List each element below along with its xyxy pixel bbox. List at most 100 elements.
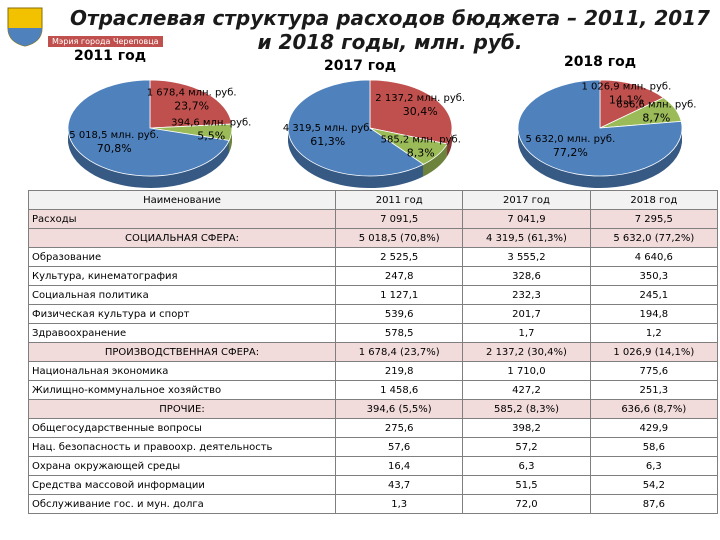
row-name: ПРОИЗВОДСТВЕННАЯ СФЕРА:	[28, 342, 336, 362]
value-cell: 1,7	[462, 323, 591, 343]
value-cell: 245,1	[589, 285, 719, 305]
row-name: Физическая культура и спорт	[28, 304, 336, 324]
value-cell: 328,6	[462, 266, 591, 286]
slice-percent: 14,1%	[609, 93, 644, 106]
slice-percent: 8,7%	[642, 112, 670, 125]
row-name: Средства массовой информации	[28, 475, 336, 495]
value-cell: 7 295,5	[589, 209, 719, 229]
row-name: Охрана окружающей среды	[28, 456, 336, 476]
value-cell: 72,0	[462, 494, 591, 514]
value-cell: 578,5	[334, 323, 464, 343]
slice-percent: 77,2%	[553, 146, 588, 159]
table-row: СОЦИАЛЬНАЯ СФЕРА: 5 018,5 (70,8%) 4 319,5 …	[28, 228, 719, 248]
table-header-row: Наименование 2011 год 2017 год 2018 год	[28, 190, 719, 210]
row-name: ПРОЧИЕ:	[28, 399, 336, 419]
header-cell: Наименование	[28, 190, 336, 210]
table-row: Национальная экономика 219,8 1 710,0 775,6	[28, 361, 719, 381]
value-cell: 427,2	[462, 380, 591, 400]
value-cell: 350,3	[589, 266, 719, 286]
pie-title: 2017 год	[324, 58, 396, 74]
slice-percent: 8,3%	[407, 146, 435, 159]
row-name: Образование	[28, 247, 336, 267]
row-name: Здравоохранение	[28, 323, 336, 343]
value-cell: 5 018,5 (70,8%)	[334, 228, 464, 248]
row-name: Общегосударственные вопросы	[28, 418, 336, 438]
slice-percent: 70,8%	[97, 142, 132, 155]
table-row: ПРОЧИЕ: 394,6 (5,5%) 585,2 (8,3%) 636,6 (8,…	[28, 399, 719, 419]
table-row: Нац. безопасность и правоохр. деятельнос…	[28, 437, 719, 457]
slice-amount: 4 319,5 млн. руб.	[283, 123, 373, 134]
value-cell: 247,8	[334, 266, 464, 286]
value-cell: 1 026,9 (14,1%)	[589, 342, 719, 362]
value-cell: 51,5	[462, 475, 591, 495]
header-cell: 2011 год	[334, 190, 464, 210]
table-row: Социальная политика 1 127,1 232,3 245,1	[28, 285, 719, 305]
value-cell: 43,7	[334, 475, 464, 495]
slice-amount: 1 026,9 млн. руб.	[581, 81, 671, 92]
row-name: Обслуживание гос. и мун. долга	[28, 494, 336, 514]
value-cell: 4 319,5 (61,3%)	[462, 228, 591, 248]
table-row: Физическая культура и спорт 539,6 201,7 194…	[28, 304, 719, 324]
value-cell: 16,4	[334, 456, 464, 476]
pie-title: 2018 год	[564, 54, 636, 70]
value-cell: 251,3	[589, 380, 719, 400]
value-cell: 194,8	[589, 304, 719, 324]
slice-amount: 585,2 млн. руб.	[381, 134, 461, 145]
value-cell: 539,6	[334, 304, 464, 324]
logo-text: Мэрия города Череповца	[48, 36, 163, 47]
value-cell: 87,6	[589, 494, 719, 514]
slice-percent: 5,5%	[197, 129, 225, 142]
row-name: Нац. безопасность и правоохр. деятельнос…	[28, 437, 336, 457]
value-cell: 219,8	[334, 361, 464, 381]
value-cell: 7 041,9	[462, 209, 591, 229]
value-cell: 585,2 (8,3%)	[462, 399, 591, 419]
value-cell: 1 458,6	[334, 380, 464, 400]
table-row: Средства массовой информации 43,7 51,5 54,2	[28, 475, 719, 495]
slide-title: Отраслевая структура расходов бюджета – …	[70, 6, 710, 54]
value-cell: 4 640,6	[589, 247, 719, 267]
slice-amount: 394,6 млн. руб.	[171, 117, 251, 128]
value-cell: 394,6 (5,5%)	[334, 399, 464, 419]
value-cell: 275,6	[334, 418, 464, 438]
table-row: Здравоохранение 578,5 1,7 1,2	[28, 323, 719, 343]
row-name: Культура, кинематография	[28, 266, 336, 286]
value-cell: 1,2	[589, 323, 719, 343]
slice-percent: 23,7%	[174, 100, 209, 113]
table-row: Обслуживание гос. и мун. долга 1,3 72,0 87,…	[28, 494, 719, 514]
value-cell: 57,2	[462, 437, 591, 457]
value-cell: 58,6	[589, 437, 719, 457]
pie-title: 2011 год	[74, 48, 146, 64]
row-name: Социальная политика	[28, 285, 336, 305]
value-cell: 2 525,5	[334, 247, 464, 267]
value-cell: 398,2	[462, 418, 591, 438]
value-cell: 6,3	[462, 456, 591, 476]
slice-amount: 636,6 млн. руб.	[616, 100, 696, 111]
table-row: Образование 2 525,5 3 555,2 4 640,6	[28, 247, 719, 267]
value-cell: 7 091,5	[334, 209, 464, 229]
slice-amount: 5 632,0 млн. руб.	[525, 134, 615, 145]
pie-slice	[287, 79, 425, 177]
value-cell: 1 678,4 (23,7%)	[334, 342, 464, 362]
value-cell: 1 710,0	[462, 361, 591, 381]
value-cell: 3 555,2	[462, 247, 591, 267]
value-cell: 429,9	[589, 418, 719, 438]
table-row: ПРОИЗВОДСТВЕННАЯ СФЕРА: 1 678,4 (23,7%) 2 …	[28, 342, 719, 362]
row-name: СОЦИАЛЬНАЯ СФЕРА:	[28, 228, 336, 248]
value-cell: 636,6 (8,7%)	[589, 399, 719, 419]
pie-slice	[149, 79, 233, 129]
slice-amount: 5 018,5 млн. руб.	[69, 130, 159, 141]
table-row: Культура, кинематография 247,8 328,6 350,3	[28, 266, 719, 286]
value-cell: 6,3	[589, 456, 719, 476]
pie-slice	[517, 79, 683, 177]
slice-amount: 1 678,4 млн. руб.	[147, 88, 237, 99]
pie-slice	[369, 79, 453, 145]
row-name: Национальная экономика	[28, 361, 336, 381]
slice-percent: 30,4%	[403, 105, 438, 118]
slice-percent: 61,3%	[310, 135, 345, 148]
table-row: Жилищно-коммунальное хозяйство 1 458,6 427…	[28, 380, 719, 400]
value-cell: 54,2	[589, 475, 719, 495]
value-cell: 201,7	[462, 304, 591, 324]
value-cell: 57,6	[334, 437, 464, 457]
pie-slice	[599, 79, 665, 129]
